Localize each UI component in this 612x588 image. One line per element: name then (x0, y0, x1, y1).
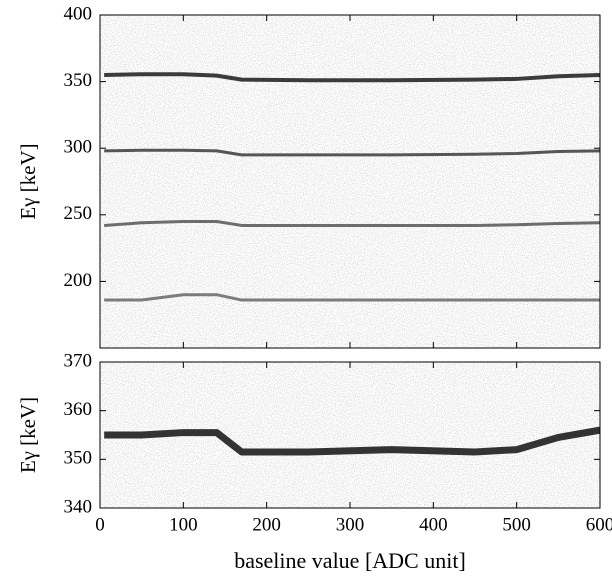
density-ridge (104, 426, 601, 456)
x-tick-label: 100 (169, 514, 198, 535)
y-axis-label: Eγ [keV] (16, 397, 40, 473)
x-tick-label: 200 (252, 514, 281, 535)
y-tick-label: 250 (64, 203, 93, 224)
y-tick-label: 350 (64, 70, 93, 91)
y-tick-label: 300 (64, 137, 93, 158)
noise (100, 15, 600, 348)
y-tick-label: 200 (64, 270, 93, 291)
y-tick-label: 340 (64, 496, 93, 517)
y-tick-label: 400 (64, 3, 93, 24)
y-tick-label: 350 (64, 448, 93, 469)
y-axis-label: Eγ [keV] (16, 143, 40, 219)
y-tick-label: 360 (64, 399, 93, 420)
density-ridge (104, 72, 601, 83)
density-ridge (104, 219, 601, 227)
density-ridge (104, 148, 601, 157)
x-tick-label: 500 (502, 514, 531, 535)
x-tick-label: 300 (336, 514, 365, 535)
density-ridge (104, 293, 600, 302)
x-axis-label: baseline value [ADC unit] (234, 548, 466, 573)
y-tick-label: 370 (64, 350, 93, 371)
x-tick-label: 0 (95, 514, 105, 535)
x-tick-label: 600 (586, 514, 612, 535)
x-tick-label: 400 (419, 514, 448, 535)
